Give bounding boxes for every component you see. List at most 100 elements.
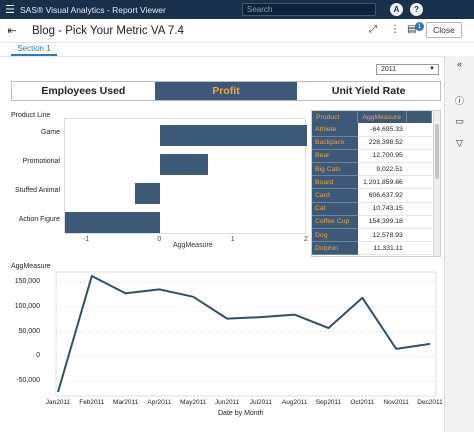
line-chart: AggMeasure 150,000 100,000 50,000 0 -50,000 … bbox=[4, 262, 444, 432]
line-x-tick-label: Jun2011 bbox=[214, 399, 240, 406]
bar-category-label: Action Figure bbox=[18, 215, 60, 223]
search-input[interactable] bbox=[242, 3, 376, 16]
line-chart-x-axis-label: Date by Month bbox=[218, 410, 264, 417]
table-cell-value: -64,695.33 bbox=[357, 123, 407, 137]
year-dropdown[interactable]: 2011 ▼ bbox=[376, 64, 439, 75]
table-row[interactable]: Card 606,637.92 bbox=[312, 188, 432, 203]
line-x-tick-label: Apr2011 bbox=[147, 399, 172, 406]
bar-chart-plot-area bbox=[64, 118, 307, 234]
line-point[interactable] bbox=[360, 295, 365, 300]
table-cell-product: Coffee Cup bbox=[312, 215, 358, 230]
product-table[interactable]: Product AggMeasure Athlete -64,695.33 Back… bbox=[311, 110, 441, 257]
line-point[interactable] bbox=[326, 326, 331, 331]
line-y-tick-label: 150,000 bbox=[14, 277, 40, 285]
line-chart-frame bbox=[55, 271, 437, 397]
table-cell-product: Dolphin bbox=[312, 241, 358, 256]
table-scrollbar-thumb[interactable] bbox=[435, 124, 439, 179]
line-y-tick-label: 0 bbox=[36, 352, 40, 360]
line-y-tick-label: -50,000 bbox=[16, 377, 40, 385]
bar-1[interactable] bbox=[160, 153, 208, 175]
app-title: SAS® Visual Analytics - Report Viewer bbox=[20, 4, 166, 15]
table-cell-spacer bbox=[406, 228, 432, 243]
chevron-down-icon: ▼ bbox=[429, 66, 435, 72]
metric-button-bar: Employees Used Profit Unit Yield Rate bbox=[11, 81, 441, 101]
metric-button-1[interactable]: Profit bbox=[154, 82, 298, 100]
line-y-tick-label: 50,000 bbox=[18, 327, 40, 335]
help-icon[interactable]: ? bbox=[410, 3, 423, 16]
line-point[interactable] bbox=[394, 346, 399, 351]
bar-0[interactable] bbox=[160, 124, 307, 146]
table-cell-spacer bbox=[406, 215, 432, 230]
line-x-tick-label: May2011 bbox=[180, 399, 207, 406]
table-scrollbar[interactable] bbox=[433, 111, 440, 256]
line-point[interactable] bbox=[191, 294, 196, 299]
bar-x-tick-label: 0 bbox=[157, 236, 162, 243]
line-point[interactable] bbox=[428, 341, 433, 346]
info-icon[interactable]: ⓘ bbox=[454, 96, 464, 106]
collapse-panel-icon[interactable]: « bbox=[456, 59, 462, 69]
filter-icon[interactable]: ▽ bbox=[456, 138, 463, 148]
metric-button-2[interactable]: Unit Yield Rate bbox=[331, 85, 406, 97]
table-cell-spacer bbox=[406, 202, 432, 216]
bar-category-label: Promotional bbox=[22, 157, 60, 165]
notes-icon[interactable]: ▤ bbox=[407, 24, 417, 35]
table-cell-value: 12,700.95 bbox=[357, 149, 407, 164]
table-cell-spacer bbox=[406, 123, 432, 137]
table-header-product[interactable]: Product bbox=[312, 111, 359, 123]
bar-3[interactable] bbox=[65, 211, 161, 233]
year-dropdown-value: 2011 bbox=[381, 66, 397, 73]
line-point[interactable] bbox=[123, 291, 128, 296]
table-cell-spacer bbox=[406, 149, 432, 164]
table-row[interactable]: Dolphin 11,331.11 bbox=[312, 241, 432, 256]
hamburger-icon[interactable]: ☰ bbox=[5, 4, 15, 16]
table-cell-product: Dog bbox=[312, 228, 358, 243]
tab-section-1[interactable]: Section 1 bbox=[11, 43, 57, 56]
line-point[interactable] bbox=[56, 390, 61, 395]
table-cell-spacer bbox=[406, 136, 432, 150]
table-cell-product: Big Cats bbox=[312, 162, 358, 177]
line-point[interactable] bbox=[89, 273, 94, 278]
table-cell-product: Board bbox=[312, 175, 358, 190]
table-header-aggmeasure[interactable]: AggMeasure bbox=[357, 111, 408, 123]
line-x-tick-label: Aug2011 bbox=[281, 399, 308, 406]
table-row[interactable]: Coffee Cup 154,399.18 bbox=[312, 215, 432, 230]
right-panel-rail: « ⓘ ▭ ▽ bbox=[444, 56, 474, 432]
table-row[interactable]: Big Cats 9,022.51 bbox=[312, 162, 432, 177]
table-row[interactable]: Backpack 228,398.52 bbox=[312, 136, 432, 150]
table-row[interactable]: Athlete -64,695.33 bbox=[312, 123, 432, 137]
bar-category-label: Game bbox=[40, 128, 60, 136]
fullscreen-icon[interactable]: ⤢ bbox=[369, 24, 377, 35]
close-button[interactable]: Close bbox=[426, 22, 462, 38]
line-series[interactable] bbox=[57, 274, 431, 393]
table-cell-spacer bbox=[406, 241, 432, 256]
metric-button-0[interactable]: Employees Used bbox=[41, 85, 126, 97]
line-point[interactable] bbox=[225, 316, 230, 321]
bar-category-label: Stuffed Animal bbox=[14, 186, 60, 194]
table-cell-value: 1,201,859.66 bbox=[357, 175, 407, 190]
table-cell-value: 10,743.15 bbox=[357, 202, 407, 216]
more-options-icon[interactable]: ⋮ bbox=[390, 24, 400, 35]
line-x-tick-label: Nov2011 bbox=[383, 399, 409, 406]
bar-2[interactable] bbox=[134, 182, 161, 204]
table-cell-value: 154,399.18 bbox=[357, 215, 407, 230]
line-point[interactable] bbox=[258, 315, 263, 320]
table-cell-spacer bbox=[406, 175, 432, 190]
line-point[interactable] bbox=[157, 287, 162, 292]
user-avatar-icon[interactable]: A bbox=[390, 3, 403, 16]
line-y-tick-label: 100,000 bbox=[14, 302, 40, 310]
table-cell-product: Card bbox=[312, 188, 358, 203]
table-row[interactable]: Dog 12,578.93 bbox=[312, 228, 432, 243]
line-x-tick-label: Feb2011 bbox=[79, 399, 105, 406]
table-row[interactable]: Bear 12,700.95 bbox=[312, 149, 432, 164]
bar-x-tick-label: 2 bbox=[304, 236, 308, 243]
line-x-tick-label: Dec2011 bbox=[417, 399, 443, 406]
report-title-bar: ⇤ Blog - Pick Your Metric VA 7.4 bbox=[0, 19, 474, 43]
table-row[interactable]: Board 1,201,859.66 bbox=[312, 175, 432, 190]
table-cell-spacer bbox=[406, 188, 432, 203]
back-arrow-icon[interactable]: ⇤ bbox=[7, 25, 17, 37]
comment-icon[interactable]: ▭ bbox=[455, 116, 464, 126]
table-row[interactable]: Cat 10,743.15 bbox=[312, 202, 432, 216]
line-point[interactable] bbox=[292, 312, 297, 317]
table-cell-value: 228,398.52 bbox=[357, 136, 407, 150]
bar-chart-y-axis-label: Product Line bbox=[11, 112, 51, 119]
